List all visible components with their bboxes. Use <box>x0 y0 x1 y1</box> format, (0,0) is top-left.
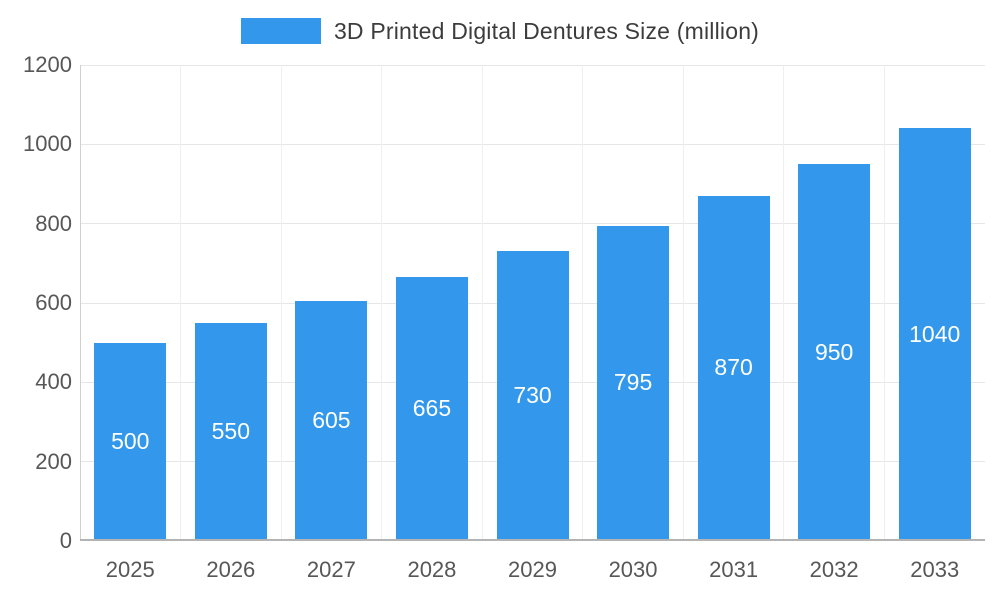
gridline <box>280 65 282 541</box>
bar[interactable]: 1040 <box>898 128 971 540</box>
bar[interactable]: 605 <box>295 301 368 540</box>
bar[interactable]: 950 <box>798 164 871 540</box>
bar-value-label: 730 <box>513 382 552 409</box>
gridline <box>682 65 684 541</box>
legend-swatch <box>240 18 321 44</box>
bar-value-label: 605 <box>312 407 351 434</box>
gridline <box>582 65 584 541</box>
bar-value-label: 550 <box>211 417 251 444</box>
bar[interactable]: 730 <box>496 251 569 540</box>
bar-value-label: 665 <box>412 395 452 422</box>
gridline <box>80 223 985 225</box>
bar-value-label: 950 <box>814 338 854 365</box>
x-tick-label: 2026 <box>206 557 256 582</box>
bar-value-label: 500 <box>111 427 150 454</box>
x-tick-label: 2025 <box>105 557 155 582</box>
y-axis-line <box>80 65 81 541</box>
x-tick-label: 2028 <box>407 557 457 582</box>
y-tick-label: 1200 <box>23 52 72 77</box>
bar[interactable]: 870 <box>697 195 770 540</box>
x-tick-label: 2032 <box>809 557 859 582</box>
gridline <box>80 143 985 145</box>
y-tick-label: 600 <box>35 290 72 315</box>
x-tick-label: 2030 <box>608 557 658 582</box>
x-tick-label: 2029 <box>508 557 557 582</box>
bar[interactable]: 500 <box>94 342 167 540</box>
bar-value-label: 795 <box>613 369 653 396</box>
plot-area: 500 550 605 665 730 795 870 950 1040 <box>80 64 985 541</box>
gridline <box>180 65 182 541</box>
bar[interactable]: 795 <box>597 225 670 540</box>
legend[interactable]: 3D Printed Digital Dentures Size (millio… <box>0 16 1000 46</box>
x-axis-line <box>80 539 985 541</box>
x-tick-label: 2033 <box>910 557 960 582</box>
bar[interactable]: 665 <box>395 277 468 540</box>
gridline <box>481 65 483 541</box>
y-tick-label: 1000 <box>23 131 72 157</box>
y-tick-label: 0 <box>59 528 72 553</box>
bar[interactable]: 550 <box>194 322 267 540</box>
gridline <box>783 65 785 541</box>
gridline <box>381 65 383 541</box>
x-tick-label: 2027 <box>306 557 356 582</box>
x-tick-label: 2031 <box>709 557 759 582</box>
legend-label: 3D Printed Digital Dentures Size (millio… <box>333 17 760 44</box>
y-tick-label: 200 <box>35 448 72 474</box>
y-tick-label: 800 <box>35 210 72 236</box>
y-tick-label: 400 <box>35 369 72 395</box>
bar-value-label: 870 <box>714 354 753 381</box>
gridline <box>883 65 885 541</box>
gridline <box>80 64 985 66</box>
bar-value-label: 1040 <box>909 320 961 347</box>
